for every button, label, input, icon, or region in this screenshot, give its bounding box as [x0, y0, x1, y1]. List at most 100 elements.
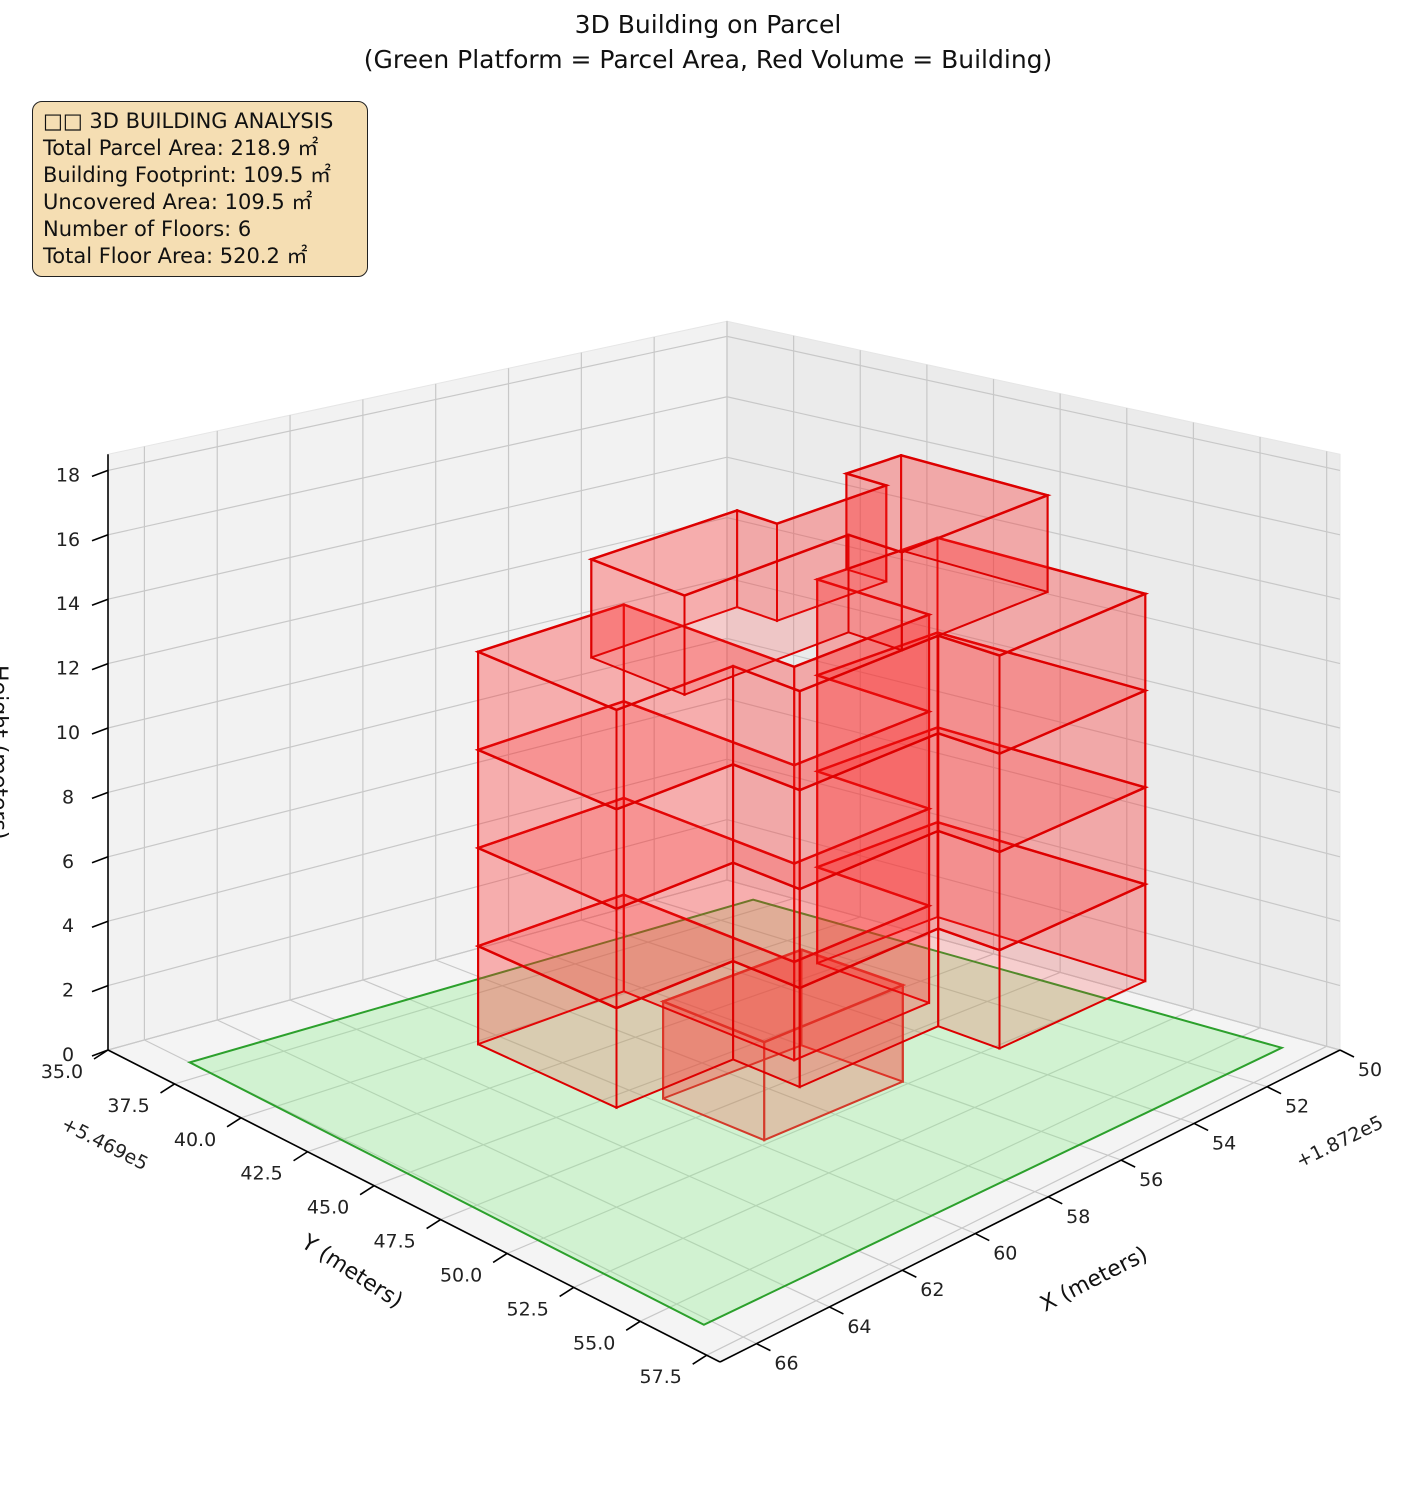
info-line-footprint: Building Footprint: 109.5 ㎡	[43, 163, 332, 187]
grid-z	[107, 516, 1341, 665]
grid-x-floor	[581, 919, 1195, 1124]
x-tick	[1193, 1122, 1209, 1132]
y-tick-label: 55.0	[573, 1332, 615, 1354]
z-tick-label: 16	[56, 529, 80, 551]
info-line-floor-area: Total Floor Area: 520.2 ㎡	[43, 244, 308, 268]
x-tick-label: 60	[993, 1243, 1017, 1265]
grid-x-floor	[654, 899, 1268, 1088]
y-axis-line	[107, 1049, 721, 1363]
y-tick	[160, 1083, 175, 1094]
x-tick	[901, 1269, 917, 1278]
z-tick	[91, 984, 109, 993]
z-tick-label: 18	[56, 464, 80, 486]
z-tick-label: 2	[62, 980, 74, 1002]
x-tick	[974, 1232, 990, 1242]
grid-x-floor	[435, 959, 1049, 1198]
y-tick-label: 42.5	[240, 1163, 282, 1185]
z-tick	[91, 791, 109, 800]
z-tick	[91, 598, 109, 606]
y-tick-label: 45.0	[307, 1197, 349, 1219]
y-tick-label: 57.5	[640, 1366, 682, 1388]
x-offset-label: +1.872e5	[1293, 1111, 1387, 1172]
building-top-level-4	[474, 536, 1150, 712]
grid-x-floor	[289, 999, 903, 1271]
grid-z	[107, 396, 1341, 536]
info-heading: □□ 3D BUILDING ANALYSIS	[43, 109, 334, 133]
y-offset-label: +5.469e5	[58, 1113, 152, 1175]
grid-z	[107, 577, 1341, 729]
x-tick-label: 50	[1358, 1059, 1382, 1081]
info-line-floors: Number of Floors: 6	[43, 217, 252, 241]
grid-z	[107, 456, 1341, 600]
analysis-info-box: □□ 3D BUILDING ANALYSIS Total Parcel Are…	[32, 101, 368, 277]
grid-x-floor	[362, 979, 976, 1235]
building-top-level-5	[587, 453, 1052, 597]
y-tick	[559, 1286, 575, 1298]
y-tick-label: 50.0	[440, 1264, 482, 1286]
z-tick	[91, 727, 109, 735]
z-tick	[91, 534, 109, 542]
grid-y-floor	[573, 1008, 1194, 1288]
x-tick	[1339, 1049, 1355, 1058]
x-tick	[756, 1342, 771, 1352]
y-tick-label: 35.0	[41, 1061, 83, 1083]
info-line-uncovered: Uncovered Area: 109.5 ㎡	[43, 190, 313, 214]
axes-layer: 50525456586062646635.037.540.042.545.047…	[41, 454, 1382, 1388]
z-tick	[91, 856, 109, 864]
y-tick	[625, 1320, 641, 1331]
grid-y-floor	[706, 1045, 1327, 1356]
grid-y-floor	[506, 990, 1128, 1255]
grid-z	[107, 879, 1341, 1051]
grid-y-floor	[639, 1027, 1261, 1322]
z-tick-label: 0	[62, 1044, 74, 1066]
x-tick-label: 62	[920, 1279, 944, 1301]
z-tick	[91, 662, 109, 671]
grid-z	[107, 637, 1341, 793]
x-tick-label: 54	[1212, 1132, 1236, 1154]
grid-y-floor	[440, 971, 1061, 1221]
grid-x-floor	[216, 1019, 830, 1308]
z-tick-label: 14	[56, 593, 80, 615]
z-tick-label: 8	[62, 786, 74, 808]
info-line-parcel-area: Total Parcel Area: 218.9 ㎡	[43, 136, 319, 160]
grid-z	[107, 758, 1341, 922]
z-tick	[91, 469, 109, 478]
x-tick-label: 56	[1139, 1169, 1163, 1191]
z-tick-label: 6	[62, 851, 74, 873]
y-tick-label: 52.5	[506, 1298, 548, 1320]
grid-z	[107, 698, 1341, 858]
y-tick	[359, 1184, 375, 1196]
y-tick-label: 37.5	[107, 1095, 149, 1117]
x-tick	[1266, 1085, 1282, 1095]
y-tick-label: 47.5	[373, 1231, 415, 1253]
x-tick-label: 58	[1066, 1206, 1090, 1228]
chart-subtitle: (Green Platform = Parcel Area, Red Volum…	[363, 45, 1053, 74]
x-axis-label: X (meters)	[1036, 1242, 1151, 1317]
x-tick-label: 64	[847, 1316, 871, 1338]
grid-z	[107, 335, 1341, 471]
z-tick	[91, 1049, 109, 1057]
x-tick	[1120, 1159, 1136, 1168]
grid-z	[107, 818, 1341, 987]
y-tick	[226, 1117, 242, 1128]
y-tick	[426, 1218, 442, 1230]
z-tick-label: 12	[56, 658, 80, 680]
x-axis-line	[719, 1049, 1341, 1363]
x-tick-label: 66	[774, 1353, 798, 1375]
x-tick	[1047, 1196, 1063, 1205]
chart-title: 3D Building on Parcel	[574, 10, 842, 39]
z-tick-label: 10	[56, 722, 80, 744]
y-tick-label: 40.0	[174, 1129, 216, 1151]
z-tick-label: 4	[62, 915, 74, 937]
z-axis-label: Height (meters)	[0, 665, 11, 840]
y-tick	[293, 1151, 308, 1162]
y-tick	[692, 1354, 708, 1365]
x-tick-label: 52	[1285, 1096, 1309, 1118]
z-tick	[91, 920, 109, 928]
grid-y-floor	[373, 953, 994, 1187]
x-tick	[829, 1306, 844, 1315]
grid-y-floor	[174, 897, 794, 1085]
y-tick	[492, 1252, 508, 1264]
building-layer	[474, 453, 1150, 1142]
